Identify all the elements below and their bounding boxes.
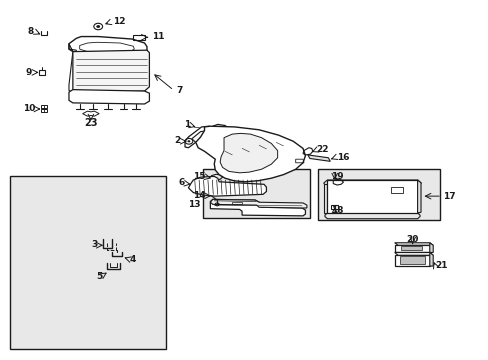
Polygon shape	[220, 134, 277, 173]
Polygon shape	[324, 184, 327, 213]
Text: 6: 6	[179, 178, 184, 187]
Text: 8: 8	[27, 27, 33, 36]
Polygon shape	[394, 245, 429, 252]
Polygon shape	[210, 199, 306, 208]
Polygon shape	[394, 252, 432, 255]
Polygon shape	[191, 130, 229, 144]
Text: 11: 11	[152, 32, 164, 41]
Bar	[10, 176, 166, 348]
Polygon shape	[400, 246, 422, 250]
Text: 9: 9	[25, 68, 31, 77]
Circle shape	[187, 140, 190, 142]
Text: 13: 13	[188, 199, 200, 208]
Polygon shape	[195, 126, 305, 182]
Polygon shape	[324, 180, 420, 186]
Text: 2: 2	[174, 136, 180, 145]
Polygon shape	[327, 180, 417, 213]
Text: 12: 12	[113, 17, 125, 26]
Text: 7: 7	[176, 86, 182, 95]
Text: 21: 21	[435, 261, 447, 270]
Polygon shape	[399, 256, 424, 264]
Text: 5: 5	[96, 271, 102, 280]
Polygon shape	[184, 126, 210, 148]
Text: 14: 14	[192, 190, 205, 199]
Polygon shape	[210, 199, 305, 216]
Bar	[203, 169, 310, 218]
Text: 23: 23	[84, 118, 98, 128]
Polygon shape	[429, 243, 432, 252]
Bar	[317, 169, 439, 220]
Text: 15: 15	[193, 172, 205, 181]
Polygon shape	[69, 90, 149, 104]
Circle shape	[96, 25, 100, 28]
Text: 17: 17	[443, 192, 455, 201]
Text: 20: 20	[406, 235, 418, 244]
Text: 19: 19	[330, 172, 343, 181]
Text: 3: 3	[91, 240, 97, 249]
Text: 10: 10	[22, 104, 35, 113]
Polygon shape	[188, 176, 266, 196]
Polygon shape	[307, 155, 330, 161]
Polygon shape	[210, 125, 233, 140]
Text: 18: 18	[330, 206, 343, 215]
Text: 22: 22	[316, 145, 328, 154]
Text: 16: 16	[336, 153, 349, 162]
Text: 1: 1	[183, 120, 189, 129]
Polygon shape	[73, 50, 149, 92]
Text: 4: 4	[130, 255, 136, 264]
Polygon shape	[80, 42, 134, 52]
Polygon shape	[394, 243, 432, 245]
Polygon shape	[429, 252, 432, 266]
Polygon shape	[417, 180, 420, 213]
Polygon shape	[394, 255, 429, 266]
